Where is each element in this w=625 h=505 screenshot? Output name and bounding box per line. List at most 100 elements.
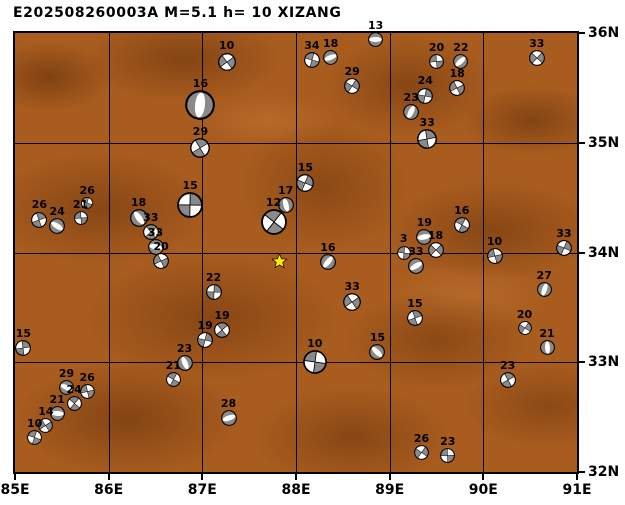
depth-label: 26	[31, 198, 47, 212]
depth-label: 10	[219, 39, 235, 53]
x-axis-tick	[14, 474, 16, 480]
depth-label: 21	[539, 327, 555, 341]
depth-label: 28	[220, 397, 237, 411]
focal-mechanism-symbol: 21	[73, 199, 88, 226]
depth-label: 26	[413, 431, 430, 445]
depth-label: 21	[72, 198, 89, 212]
focal-mechanism-symbol: 28	[220, 398, 237, 427]
x-axis-tick	[201, 474, 204, 480]
beachball-icon	[165, 372, 181, 388]
beachball-icon	[49, 406, 65, 422]
y-axis-label: 33N	[588, 354, 620, 371]
focal-mechanism-symbol: 26	[31, 199, 48, 228]
focal-mechanism-symbol: 18	[129, 197, 148, 228]
focal-mechanism-symbol: 15	[177, 180, 204, 219]
beachball-icon	[396, 245, 411, 260]
beachball-icon	[15, 340, 32, 356]
beachball-icon	[407, 310, 423, 327]
beachball-icon	[369, 344, 386, 361]
focal-mechanism-symbol: 24	[66, 384, 82, 412]
depth-label: 18	[323, 36, 339, 50]
depth-label: 10	[27, 417, 43, 431]
depth-label: 10	[307, 337, 323, 351]
beachball-icon	[528, 50, 545, 67]
beachball-icon	[344, 77, 361, 94]
depth-label: 33	[408, 244, 424, 258]
x-axis-label: 88E	[281, 482, 311, 498]
beachball-icon	[73, 211, 88, 226]
beachball-icon	[49, 218, 66, 235]
focal-mechanism-symbol: 23	[440, 435, 455, 463]
depth-label: 16	[454, 203, 470, 217]
depth-label: 29	[344, 64, 360, 78]
depth-label: 26	[79, 184, 95, 198]
depth-label: 33	[344, 279, 360, 293]
focal-mechanism-symbol: 26	[414, 432, 429, 460]
depth-label: 14	[38, 405, 54, 419]
beachball-icon	[185, 90, 216, 121]
beachball-icon	[417, 87, 434, 104]
focal-mechanism-symbol: 3	[396, 233, 411, 260]
focal-mechanism-symbol: 16	[453, 204, 470, 233]
depth-label: 29	[192, 125, 209, 139]
depth-label: 33	[529, 37, 545, 51]
y-axis-tick	[579, 251, 585, 254]
focal-mechanism-symbol: 33	[528, 38, 545, 67]
focal-mechanism-symbol: 10	[486, 235, 503, 264]
beachball-icon	[214, 322, 230, 339]
x-axis-tick	[107, 474, 110, 480]
beachball-icon	[486, 247, 503, 264]
depth-label: 23	[440, 434, 456, 448]
focal-mechanism-symbol: 33	[555, 227, 572, 257]
focal-mechanism-symbol: 20	[153, 241, 170, 270]
beachball-icon	[449, 79, 466, 96]
focal-mechanism-symbol: 29	[59, 367, 74, 395]
focal-mechanism-symbol: 26	[79, 372, 95, 400]
focal-mechanism-symbol: 18	[323, 37, 339, 65]
beachball-icon	[414, 444, 429, 460]
focal-mechanism-symbol: 24	[49, 205, 66, 235]
focal-mechanism-symbol: 33	[407, 245, 424, 274]
depth-label: 33	[143, 210, 159, 224]
beachball-icon	[277, 197, 294, 214]
depth-label: 24	[417, 74, 433, 88]
y-axis-tick	[579, 361, 585, 364]
beachball-icon	[302, 350, 327, 375]
beachball-icon	[27, 430, 43, 446]
depth-label: 12	[265, 195, 282, 209]
beachball-icon	[176, 355, 193, 372]
focal-mechanism-symbol: 33	[142, 211, 159, 240]
beachball-icon	[177, 192, 204, 219]
depth-label: 22	[453, 40, 469, 54]
beachball-icon	[536, 282, 552, 298]
focal-mechanism-symbol: 17	[277, 185, 294, 214]
beachball-icon	[59, 380, 74, 395]
beachball-icon	[323, 49, 339, 65]
y-axis-label: 34N	[588, 244, 620, 261]
beachball-icon	[79, 384, 95, 400]
depth-label: 23	[500, 358, 516, 372]
beachball-icon	[205, 284, 222, 300]
depth-label: 19	[214, 309, 230, 323]
depth-label: 18	[449, 66, 465, 80]
focal-mechanism-symbol: 15	[369, 332, 386, 361]
depth-label: 16	[192, 77, 209, 91]
plot-title: E202508260003A M=5.1 h= 10 XIZANG	[13, 5, 342, 21]
beachball-icon	[153, 253, 170, 270]
beachball-icon	[129, 209, 148, 228]
focal-mechanism-symbol: 12	[260, 196, 287, 235]
beachball-icon	[217, 52, 236, 71]
beachball-icon	[66, 396, 82, 412]
depth-label: 17	[278, 184, 294, 198]
beachball-icon	[453, 54, 469, 69]
depth-label: 29	[58, 366, 75, 380]
depth-label: 3	[399, 232, 408, 246]
focal-mechanism-symbol: 20	[517, 309, 532, 336]
focal-mechanism-symbol: 18	[449, 67, 466, 96]
map-area: 85E 86E 87E 88E 89E 90E 91E 36N 35N 34N 33N 32N 13 …	[0, 19, 619, 498]
focal-mechanism-symbol: 21	[49, 394, 65, 422]
depth-label: 13	[367, 19, 384, 32]
focal-mechanism-symbol: 15	[15, 327, 32, 356]
beachball-icon	[499, 371, 516, 388]
depth-label: 15	[182, 179, 198, 193]
